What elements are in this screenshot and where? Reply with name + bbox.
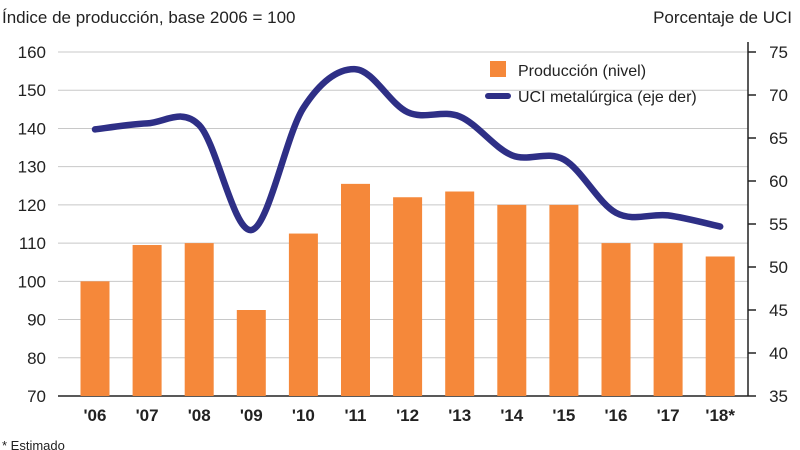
bar	[80, 281, 110, 396]
right-tick-label: 75	[769, 43, 788, 62]
category-label: '17	[657, 406, 680, 425]
footnote: * Estimado	[2, 438, 65, 450]
bar	[132, 245, 162, 396]
bar	[341, 183, 370, 396]
left-tick-label: 110	[19, 234, 46, 253]
x-axis: '06 '07 '08 '09 '10 '11 '12 '13 '14 '15 '16 '17 '18*	[84, 406, 736, 425]
bar	[497, 204, 527, 396]
category-label: '18*	[705, 406, 735, 425]
right-tick-label: 35	[769, 387, 788, 406]
left-tick-label: 80	[27, 349, 46, 368]
legend-bar-label: Producción (nivel)	[518, 63, 646, 80]
bar	[236, 310, 266, 396]
category-label: '12	[396, 406, 419, 425]
bar	[653, 243, 683, 396]
category-label: '06	[84, 406, 107, 425]
uci-series-line	[91, 65, 724, 234]
category-label: '07	[136, 406, 159, 425]
left-tick-label: 90	[27, 311, 46, 330]
left-axis-title: Índice de producción, base 2006 = 100	[2, 8, 295, 27]
category-label: '10	[292, 406, 315, 425]
right-axis-title: Porcentaje de UCI	[653, 8, 792, 27]
left-tick-label: 140	[18, 119, 46, 138]
bar	[445, 191, 475, 396]
bar	[705, 256, 735, 396]
right-tick-label: 45	[769, 301, 788, 320]
category-label: '16	[605, 406, 628, 425]
right-tick-label: 50	[769, 258, 788, 277]
left-tick-label: 160	[18, 43, 46, 62]
bar	[184, 243, 214, 396]
right-tick-label: 60	[769, 172, 788, 191]
bar	[288, 233, 318, 396]
uci-line	[91, 65, 724, 234]
bar	[549, 204, 579, 396]
category-label: '11	[344, 406, 366, 425]
legend: Producción (nivel) UCI metalúrgica (eje …	[485, 61, 697, 106]
right-tick-label: 65	[769, 129, 788, 148]
category-label: '09	[240, 406, 263, 425]
legend-line-label: UCI metalúrgica (eje der)	[518, 89, 697, 106]
category-label: '13	[448, 406, 471, 425]
category-label: '08	[188, 406, 211, 425]
left-axis: 70 80 90 100 110 120 130 140 150 160	[18, 43, 46, 406]
left-tick-label: 120	[18, 196, 46, 215]
right-tick-label: 40	[769, 344, 788, 363]
left-tick-label: 70	[27, 387, 46, 406]
right-tick-label: 70	[769, 86, 788, 105]
left-tick-label: 100	[18, 272, 46, 291]
left-tick-label: 130	[18, 158, 46, 177]
bar	[601, 243, 631, 396]
left-tick-label: 150	[18, 81, 46, 100]
bar	[393, 197, 423, 396]
right-tick-label: 55	[769, 215, 788, 234]
category-label: '15	[552, 406, 575, 425]
legend-bar-swatch	[490, 61, 506, 77]
category-label: '14	[500, 406, 523, 425]
right-axis: 35 40 45 50 55 60 65 70 75	[747, 42, 788, 406]
bars	[80, 183, 735, 396]
